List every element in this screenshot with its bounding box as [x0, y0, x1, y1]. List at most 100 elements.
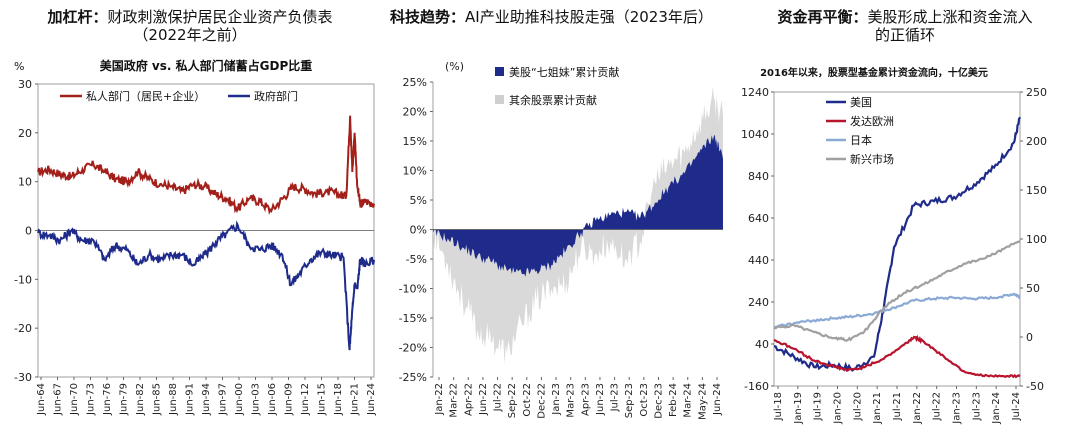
- legend-swatch: [495, 67, 504, 76]
- chart-fund-flows: 2016年以来，股票型基金累计资金流向，十亿美元 1240 1040 840 640 44…: [741, 66, 1047, 425]
- y-tick-label: -15%: [399, 312, 427, 325]
- series-line: [773, 292, 1021, 329]
- x-tick-label: Jun-64: [36, 383, 47, 416]
- x-tick-label: Mar-23: [566, 383, 577, 418]
- y-tick-label: 10: [18, 176, 32, 189]
- x-tick-label: Jul-20: [852, 392, 863, 421]
- y-tick-label-left: -160: [744, 380, 769, 393]
- y-tick-label: 0%: [410, 224, 427, 237]
- series-area-others: [433, 86, 723, 365]
- x-tick-label: Jun-97: [218, 383, 229, 416]
- y-tick-label: -20%: [399, 342, 427, 355]
- x-tick-label: Jun-06: [267, 383, 278, 416]
- x-tick-label: Jun-21: [350, 383, 361, 416]
- y-tick-label-right: 100: [1026, 233, 1047, 246]
- x-tick-label: Dec-23: [653, 383, 664, 419]
- chart-title: 美国政府 vs. 私人部门储蓄占GDP比重: [100, 58, 313, 73]
- x-tick-label: Jan-22: [434, 383, 445, 416]
- y-tick-label-left: 40: [755, 338, 769, 351]
- x-tick-label: Jun-73: [86, 383, 97, 416]
- x-tick-label: Jul-18: [773, 392, 784, 421]
- legend-label: 私人部门（居民+企业）: [86, 89, 205, 103]
- chart-tech-contribution: (%) 25% 20% 15% 10% 5% 0% -5% -10% -15% -20% -25% Ja…: [399, 60, 723, 420]
- legend-label: 其余股票累计贡献: [509, 93, 597, 107]
- x-tick-label: Jan-20: [833, 392, 844, 425]
- y-tick-label-right: 0: [1026, 331, 1033, 344]
- y-tick-label: 30: [18, 78, 32, 91]
- x-tick-label: Oct-23: [639, 383, 650, 417]
- x-tick-label: Jun-12: [300, 383, 311, 416]
- x-tick-label: Jan-21: [872, 392, 883, 425]
- legend-label: 新兴市场: [850, 152, 894, 166]
- y-tick-label: -5%: [406, 253, 427, 266]
- y-tick-label: -10%: [399, 283, 427, 296]
- x-tick-label: Mar-22: [449, 383, 460, 418]
- series-line: [773, 116, 1022, 373]
- x-tick-label: Jul-23: [971, 392, 982, 421]
- x-tick-label: Jun-22: [478, 383, 489, 416]
- x-tick-label: Jan-23: [551, 383, 562, 416]
- unit-label: (%): [445, 60, 464, 73]
- panel-title: 科技趋势：AI产业助推科技股走强（2023年后）: [390, 8, 713, 26]
- y-tick-label: -30: [14, 371, 32, 384]
- x-tick-label: Jun-91: [185, 383, 196, 416]
- x-tick-label: Jan-22: [912, 392, 923, 425]
- y-tick-label-left: 640: [748, 212, 769, 225]
- y-tick-label: 20: [18, 127, 32, 140]
- series-line: [37, 220, 375, 351]
- chart-title: 2016年以来，股票型基金累计资金流向，十亿美元: [760, 66, 988, 79]
- panel-tech: 科技趋势：AI产业助推科技股走强（2023年后） (%) 25% 20% 15% 10%…: [385, 0, 730, 443]
- x-tick-label: Jul-22: [932, 392, 943, 421]
- legend-label: 发达欧洲: [850, 114, 894, 128]
- x-tick-label: Mar-24: [683, 383, 694, 418]
- y-tick-label-left: 440: [748, 254, 769, 267]
- legend-label: 美股“七姐妹”累计贡献: [509, 65, 619, 79]
- x-tick-label: Jun-15: [317, 383, 328, 416]
- y-tick-label: -10: [14, 273, 32, 286]
- y-tick-label-right: -50: [1026, 380, 1044, 393]
- x-tick-label: Jul-21: [892, 392, 903, 421]
- y-tick-label-left: 240: [748, 296, 769, 309]
- x-tick-label: Jun-88: [168, 383, 179, 416]
- y-tick-label: 25%: [403, 76, 427, 89]
- x-tick-label: Jun-09: [284, 383, 295, 416]
- panel-rebalance: 资金再平衡：美股形成上涨和资金流入 的正循环 2016年以来，股票型基金累计资金…: [730, 0, 1080, 443]
- x-tick-label: Jun-94: [201, 383, 212, 416]
- x-tick-label: Apr-22: [463, 383, 474, 416]
- y-tick-label: -25%: [399, 371, 427, 384]
- x-tick-label: Jun-23: [595, 383, 606, 416]
- x-tick-label: Sep-23: [624, 383, 635, 418]
- x-tick-label: Feb-24: [668, 383, 679, 417]
- x-tick-label: Jun-24: [712, 383, 723, 416]
- x-tick-label: Jun-85: [152, 383, 163, 416]
- x-tick-label: Sep-22: [507, 383, 518, 418]
- x-tick-label: Jun-79: [119, 383, 130, 416]
- x-tick-label: Jan-24: [991, 392, 1002, 425]
- x-tick-label: Jul-24: [1011, 392, 1022, 421]
- legend-label: 政府部门: [254, 89, 298, 103]
- y-tick-label-right: 50: [1026, 282, 1040, 295]
- x-tick-label: Jul-19: [813, 392, 824, 421]
- x-tick-label: Jun-18: [333, 383, 344, 416]
- x-tick-label: Apr-23: [580, 383, 591, 416]
- legend-label: 日本: [850, 133, 872, 147]
- x-tick-label: Jun-82: [135, 383, 146, 416]
- x-tick-label: Jun-24: [366, 383, 377, 416]
- y-tick-label-left: 840: [748, 170, 769, 183]
- chart-savings: 美国政府 vs. 私人部门储蓄占GDP比重% 30 20 10 0 -10 -20 -30 Ju…: [14, 58, 377, 416]
- y-tick-label-left: 1040: [741, 128, 769, 141]
- panel-title: 资金再平衡：美股形成上涨和资金流入 的正循环: [777, 8, 1033, 44]
- y-tick-label-right: 150: [1026, 184, 1047, 197]
- series-area-magnificent7: [433, 135, 723, 277]
- y-tick-label: 5%: [410, 194, 427, 207]
- series-line: [773, 334, 1021, 379]
- x-tick-label: Jun-76: [102, 383, 113, 416]
- y-tick-label-left: 1240: [741, 86, 769, 99]
- y-tick-label: 0: [25, 225, 32, 238]
- y-tick-label: 15%: [403, 135, 427, 148]
- x-tick-label: Jul-23: [610, 383, 621, 412]
- panel-leverage: 加杠杆：财政刺激保护居民企业资产负债表 （2022年之前） 美国政府 vs. 私…: [0, 0, 380, 443]
- series-line: [37, 115, 375, 215]
- y-tick-label: 20%: [403, 106, 427, 119]
- y-tick-label-right: 200: [1026, 135, 1047, 148]
